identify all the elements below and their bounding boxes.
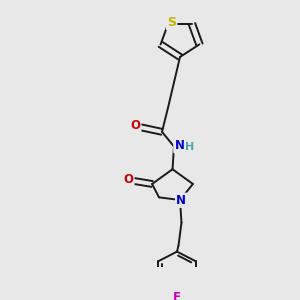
Text: O: O <box>130 119 140 132</box>
Text: O: O <box>123 173 134 186</box>
Text: H: H <box>185 142 194 152</box>
Text: N: N <box>176 194 186 207</box>
Text: N: N <box>174 139 184 152</box>
Text: F: F <box>173 291 181 300</box>
Text: S: S <box>167 16 176 29</box>
